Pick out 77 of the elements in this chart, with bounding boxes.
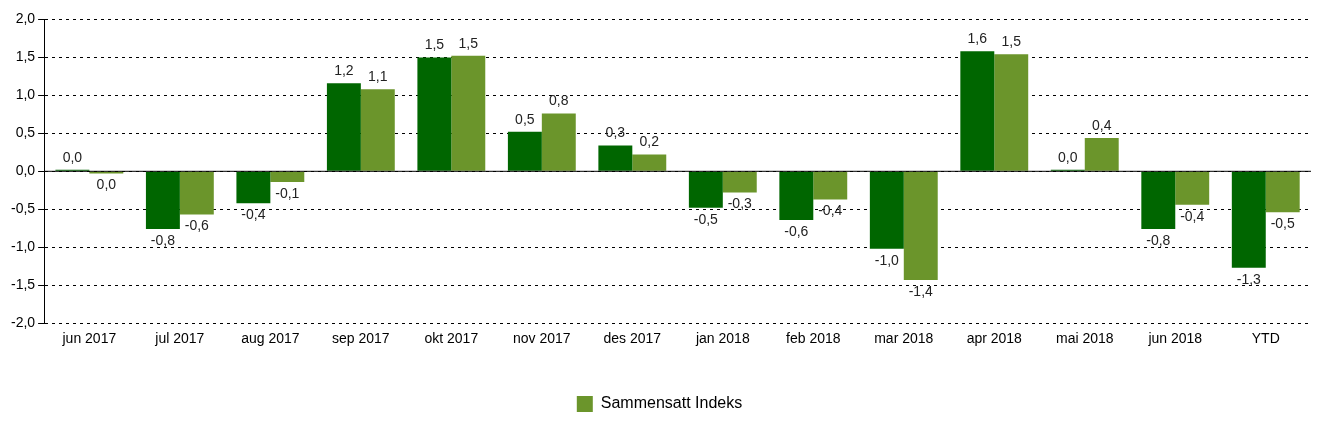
data-label: -0,5 bbox=[1270, 215, 1295, 232]
x-tick-label: jul 2017 bbox=[154, 330, 205, 347]
data-label: 1,5 bbox=[1001, 33, 1022, 50]
data-label: 0,3 bbox=[605, 124, 626, 141]
data-label: -1,3 bbox=[1236, 270, 1262, 287]
y-tick-label: -1,5 bbox=[11, 276, 36, 293]
data-label: -0,6 bbox=[184, 217, 210, 234]
data-label: -0,8 bbox=[1146, 231, 1171, 248]
bar bbox=[179, 171, 214, 215]
data-label: 0,5 bbox=[515, 110, 535, 127]
legend-label: Sammensatt Indeks bbox=[600, 394, 743, 412]
x-tick-label: sep 2017 bbox=[332, 330, 390, 347]
bar bbox=[632, 154, 667, 171]
x-tick-label: mai 2018 bbox=[1055, 330, 1114, 347]
x-tick-label: feb 2018 bbox=[786, 330, 841, 347]
bar bbox=[598, 145, 633, 171]
bar bbox=[417, 57, 452, 171]
bar bbox=[869, 171, 904, 249]
bar bbox=[960, 51, 995, 171]
data-label: -0,8 bbox=[150, 231, 176, 248]
x-tick-label: jun 2018 bbox=[1147, 330, 1203, 347]
data-label: -1,0 bbox=[874, 251, 900, 268]
data-label: 0,0 bbox=[1058, 148, 1078, 165]
data-label: -0,4 bbox=[241, 206, 266, 223]
y-tick-label: 1,0 bbox=[15, 86, 36, 103]
data-label: -0,4 bbox=[818, 202, 843, 219]
bar bbox=[903, 171, 938, 280]
y-tick-label: -1,0 bbox=[11, 238, 36, 255]
bar bbox=[779, 171, 814, 220]
bar bbox=[1265, 171, 1300, 213]
data-label: -0,5 bbox=[693, 210, 719, 227]
data-label: 0,0 bbox=[96, 176, 117, 193]
bar bbox=[1175, 171, 1210, 205]
bar bbox=[541, 113, 576, 171]
x-tick-label: jan 2018 bbox=[694, 330, 750, 347]
data-label: 1,5 bbox=[424, 36, 445, 53]
bar bbox=[507, 131, 542, 171]
y-tick-label: 2,0 bbox=[15, 10, 36, 27]
y-tick-label: 0,5 bbox=[15, 124, 36, 141]
data-label: 0,8 bbox=[549, 92, 569, 109]
y-tick-label: -0,5 bbox=[11, 200, 36, 217]
bar bbox=[451, 55, 486, 171]
bar bbox=[270, 171, 305, 182]
bar bbox=[994, 54, 1029, 171]
x-tick-label: aug 2017 bbox=[241, 330, 300, 347]
data-label: 0,2 bbox=[639, 133, 660, 150]
bar bbox=[236, 171, 271, 204]
x-tick-label: jun 2017 bbox=[61, 330, 117, 347]
bar bbox=[1231, 171, 1266, 268]
data-label: 1,1 bbox=[368, 68, 388, 85]
data-label: 0,0 bbox=[62, 148, 83, 165]
x-tick-label: YTD bbox=[1251, 330, 1280, 347]
bar bbox=[326, 83, 361, 171]
y-tick-label: -2,0 bbox=[11, 314, 36, 331]
x-tick-label: mar 2018 bbox=[874, 330, 934, 347]
bar bbox=[1084, 137, 1119, 171]
bar bbox=[360, 89, 395, 171]
data-label: -0,3 bbox=[727, 195, 753, 212]
data-label: 1,6 bbox=[967, 30, 988, 47]
data-label: 1,5 bbox=[458, 34, 479, 51]
y-tick-label: 0,0 bbox=[15, 162, 36, 179]
bar bbox=[1141, 171, 1176, 230]
data-label: -0,6 bbox=[784, 222, 809, 239]
data-label: -0,4 bbox=[1180, 207, 1205, 224]
bar bbox=[722, 171, 757, 193]
x-tick-label: apr 2018 bbox=[966, 330, 1023, 347]
data-label: 0,4 bbox=[1092, 116, 1112, 133]
bar bbox=[813, 171, 848, 200]
x-tick-label: des 2017 bbox=[603, 330, 662, 347]
data-label: -1,4 bbox=[908, 282, 934, 299]
data-label: 1,2 bbox=[334, 62, 354, 79]
x-tick-label: nov 2017 bbox=[513, 330, 571, 347]
bar bbox=[145, 171, 180, 230]
bar bbox=[688, 171, 723, 208]
y-tick-label: 1,5 bbox=[15, 48, 36, 65]
data-label: -0,1 bbox=[275, 184, 300, 201]
x-tick-label: okt 2017 bbox=[424, 330, 479, 347]
